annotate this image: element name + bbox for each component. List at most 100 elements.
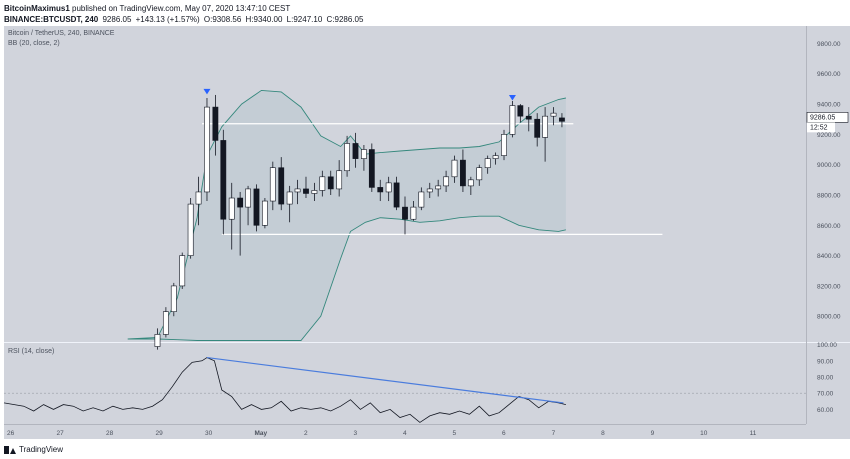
price-tick-label: 9600.00 [817,71,841,78]
time-tick-label: 7 [552,430,556,437]
time-tick-label: 29 [156,430,164,437]
bb-indicator-label[interactable]: BB (20, close, 2) [8,40,60,47]
tradingview-logo-icon [4,445,16,454]
last-price-tag: 9286.05 12:52 [806,112,849,133]
time-tick-label: 2 [304,430,308,437]
price-tick-label: 8200.00 [817,283,841,290]
footer-brand: TradingView [19,445,64,454]
rsi-trendline [206,356,564,404]
rsi-indicator-label[interactable]: RSI (14, close) [8,348,54,355]
price-tick-label: 8400.00 [817,253,841,260]
bollinger-band-fill [127,90,566,341]
last-price: 9286.05 [102,15,132,24]
rsi-tick-label: 80.00 [817,375,834,382]
time-tick-label: 5 [453,430,457,437]
time-tick-label: 9 [651,430,655,437]
price-axis-bg [806,26,850,439]
chart-canvas[interactable]: 9800.00 9600.00 9400.00 9200.00 9000.00 8800.… [0,26,850,439]
bullish-candle [154,334,161,347]
bearish-candle [368,149,375,188]
bullish-candle [361,149,367,159]
bearish-candle [278,167,285,205]
rsi-tick-label: 70.00 [817,391,834,398]
bullish-candle [187,203,194,256]
bullish-candle [426,188,433,193]
bullish-candle [344,143,350,172]
bullish-candle [319,176,326,191]
price-tick-label: 9800.00 [817,41,841,48]
rsi-line [3,357,566,423]
bullish-candle [550,112,557,117]
bullish-candle [435,185,442,190]
bearish-candle [402,206,408,220]
last-price-tag-text: 9286.05 [810,114,835,121]
published-text: published on TradingView.com, May 07, 20… [72,4,291,13]
bearish-candle [393,182,400,208]
bullish-candle [542,115,549,138]
close-value: 9286.05 [334,15,364,24]
bearish-candle [327,176,334,190]
bullish-candle [418,191,425,208]
high-value: 9340.00 [253,15,283,24]
author-name[interactable]: BitcoinMaximus1 [4,4,70,13]
high-label: H: [245,15,254,24]
bearish-candle [559,117,565,122]
down-arrow-marker-icon [508,94,516,101]
time-tick-label: 8 [601,430,605,437]
bullish-candle [385,182,392,193]
low-label: L: [286,15,294,24]
open-label: O: [203,15,213,24]
bullish-candle [245,188,251,208]
bearish-candle [212,106,219,141]
ohlc-line: BINANCE:BTCUSDT, 240 9286.05 +143.13 (+1… [4,14,824,25]
price-tick-label: 9000.00 [817,162,841,169]
bearish-candle [460,159,466,187]
rsi-tick-label: 90.00 [817,358,834,365]
bullish-candle [261,200,268,226]
bullish-candle [269,167,276,202]
time-tick-label: 30 [205,430,213,437]
time-tick-label: 10 [700,430,708,437]
bearish-candle [220,140,227,220]
bullish-candle [286,191,293,205]
time-tick-label: 6 [502,430,506,437]
bullish-candle [451,159,458,178]
countdown-tag-text: 12:52 [810,124,828,131]
chart-header: BitcoinMaximus1 published on TradingView… [4,3,824,25]
time-tick-label: May [255,430,268,437]
close-label: C: [326,15,335,24]
bearish-candle [525,115,532,120]
bullish-candle [195,191,202,205]
time-tick-label: 3 [354,430,358,437]
bollinger-lower-line [127,215,566,341]
bullish-candle [162,311,169,335]
time-tick-label: 28 [106,430,114,437]
bullish-candle [311,190,318,194]
publish-line: BitcoinMaximus1 published on TradingView… [4,3,824,14]
bullish-candle [228,197,235,220]
countdown-tag-bg [807,122,835,133]
bullish-candle [492,155,499,159]
bullish-candle [509,105,516,135]
bearish-candle [253,188,260,226]
bullish-candle [484,158,491,169]
bearish-candle [534,118,541,138]
bearish-candle [303,188,309,194]
bearish-candle [237,197,244,208]
rsi-pane [4,343,806,424]
low-value: 9247.10 [293,15,323,24]
symbol-line: BINANCE:BTCUSDT, 240 [4,15,99,24]
bullish-candle [204,106,210,193]
price-tick-label: 8800.00 [817,192,841,199]
bullish-candle [443,176,449,187]
bullish-candle [467,179,474,187]
tradingview-footer: TradingView [4,445,63,454]
bullish-candle [170,285,177,312]
bearish-candle [352,143,359,159]
price-tick-label: 8000.00 [817,314,841,321]
time-tick-label: 27 [57,430,65,437]
price-tick-label: 9400.00 [817,102,841,109]
chart-title: Bitcoin / TetherUS, 240, BINANCE [8,30,115,37]
price-tick-label: 8600.00 [817,223,841,230]
down-arrow-marker-icon [203,88,211,95]
